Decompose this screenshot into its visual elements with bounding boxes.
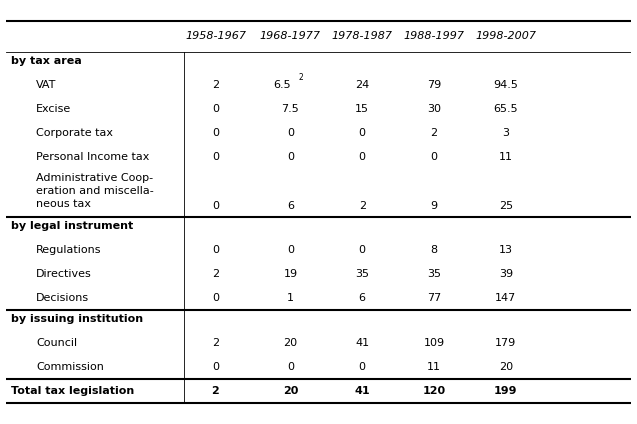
Text: 0: 0	[431, 152, 438, 162]
Text: 2: 2	[212, 338, 219, 348]
Text: 147: 147	[495, 293, 517, 303]
Text: 6: 6	[287, 201, 294, 211]
Text: 25: 25	[499, 201, 513, 211]
Text: Regulations: Regulations	[36, 245, 102, 255]
Text: 19: 19	[283, 269, 297, 279]
Text: 79: 79	[427, 80, 441, 90]
Text: by issuing institution: by issuing institution	[11, 315, 143, 324]
Text: 0: 0	[287, 128, 294, 138]
Text: 7.5: 7.5	[282, 104, 299, 114]
Text: 0: 0	[287, 362, 294, 372]
Text: 11: 11	[499, 152, 513, 162]
Text: 3: 3	[503, 128, 509, 138]
Text: by legal instrument: by legal instrument	[11, 221, 134, 232]
Text: 1998-2007: 1998-2007	[475, 31, 536, 42]
Text: 30: 30	[427, 104, 441, 114]
Text: 0: 0	[212, 362, 219, 372]
Text: 0: 0	[287, 245, 294, 255]
Text: 9: 9	[431, 201, 438, 211]
Text: 1968-1977: 1968-1977	[260, 31, 321, 42]
Text: 0: 0	[359, 362, 366, 372]
Text: 94.5: 94.5	[493, 80, 519, 90]
Text: 1988-1997: 1988-1997	[403, 31, 464, 42]
Text: Corporate tax: Corporate tax	[36, 128, 113, 138]
Text: 120: 120	[422, 386, 445, 396]
Text: 2: 2	[431, 128, 438, 138]
Text: 0: 0	[359, 128, 366, 138]
Text: 199: 199	[494, 386, 517, 396]
Text: 2: 2	[212, 269, 219, 279]
Text: 15: 15	[355, 104, 369, 114]
Text: 35: 35	[427, 269, 441, 279]
Text: 0: 0	[212, 152, 219, 162]
Text: 41: 41	[355, 338, 369, 348]
Text: 1978-1987: 1978-1987	[332, 31, 392, 42]
Text: 77: 77	[427, 293, 441, 303]
Text: Council: Council	[36, 338, 78, 348]
Text: Personal Income tax: Personal Income tax	[36, 152, 150, 162]
Text: 109: 109	[424, 338, 445, 348]
Text: 2: 2	[359, 201, 366, 211]
Text: 2: 2	[212, 80, 219, 90]
Text: 65.5: 65.5	[494, 104, 518, 114]
Text: 0: 0	[287, 152, 294, 162]
Text: 2: 2	[299, 73, 303, 82]
Text: 11: 11	[427, 362, 441, 372]
Text: 8: 8	[431, 245, 438, 255]
Text: 20: 20	[499, 362, 513, 372]
Text: 0: 0	[359, 245, 366, 255]
Text: Decisions: Decisions	[36, 293, 89, 303]
Text: 20: 20	[283, 386, 298, 396]
Text: Directives: Directives	[36, 269, 92, 279]
Text: 39: 39	[499, 269, 513, 279]
Text: 1: 1	[287, 293, 294, 303]
Text: 1958-1967: 1958-1967	[185, 31, 246, 42]
Text: 24: 24	[355, 80, 369, 90]
Text: 2: 2	[211, 386, 219, 396]
Text: 13: 13	[499, 245, 513, 255]
Text: 20: 20	[283, 338, 297, 348]
Text: 0: 0	[359, 152, 366, 162]
Text: Excise: Excise	[36, 104, 71, 114]
Text: Total tax legislation: Total tax legislation	[11, 386, 134, 396]
Text: Commission: Commission	[36, 362, 104, 372]
Text: 179: 179	[495, 338, 517, 348]
Text: 41: 41	[354, 386, 370, 396]
Text: 0: 0	[212, 245, 219, 255]
Text: 35: 35	[355, 269, 369, 279]
Text: 0: 0	[212, 104, 219, 114]
Text: 6: 6	[359, 293, 366, 303]
Text: 0: 0	[212, 293, 219, 303]
Text: 0: 0	[212, 128, 219, 138]
Text: 0: 0	[212, 201, 219, 211]
Text: by tax area: by tax area	[11, 56, 82, 67]
Text: VAT: VAT	[36, 80, 57, 90]
Text: Administrative Coop-
eration and miscella-
neous tax: Administrative Coop- eration and miscell…	[36, 173, 154, 209]
Text: 6.5: 6.5	[273, 80, 291, 90]
